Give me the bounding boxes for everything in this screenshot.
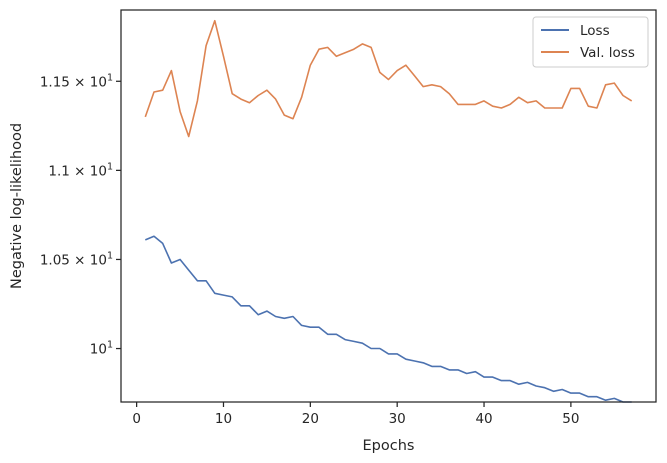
x-axis: 0 10 20 30 40 50 bbox=[132, 402, 579, 427]
legend-label-val-loss: Val. loss bbox=[580, 45, 635, 61]
y-axis-label: Negative log-likelihood bbox=[9, 123, 25, 289]
plot-frame bbox=[120, 9, 657, 403]
x-tick-label: 40 bbox=[475, 411, 492, 427]
x-tick-label: 50 bbox=[562, 411, 579, 427]
legend-label-loss: Loss bbox=[580, 23, 610, 39]
x-tick-label: 0 bbox=[132, 411, 141, 427]
y-tick-label: 1.1 × 101 bbox=[48, 161, 113, 179]
series-line-val-loss bbox=[144, 19, 633, 138]
legend: Loss Val. loss bbox=[532, 16, 649, 68]
x-tick-label: 20 bbox=[302, 411, 319, 427]
y-tick-label: 1.15 × 101 bbox=[40, 72, 113, 90]
y-axis: 101 1.05 × 101 1.1 × 101 1.15 × 101 bbox=[40, 72, 121, 358]
y-tick-label: 101 bbox=[90, 340, 113, 358]
x-tick-label: 30 bbox=[389, 411, 406, 427]
x-tick-label: 10 bbox=[215, 411, 232, 427]
x-axis-label: Epochs bbox=[363, 438, 415, 454]
series-layer bbox=[144, 19, 633, 403]
y-tick-label: 1.05 × 101 bbox=[40, 250, 113, 268]
series-line-loss bbox=[144, 235, 632, 403]
